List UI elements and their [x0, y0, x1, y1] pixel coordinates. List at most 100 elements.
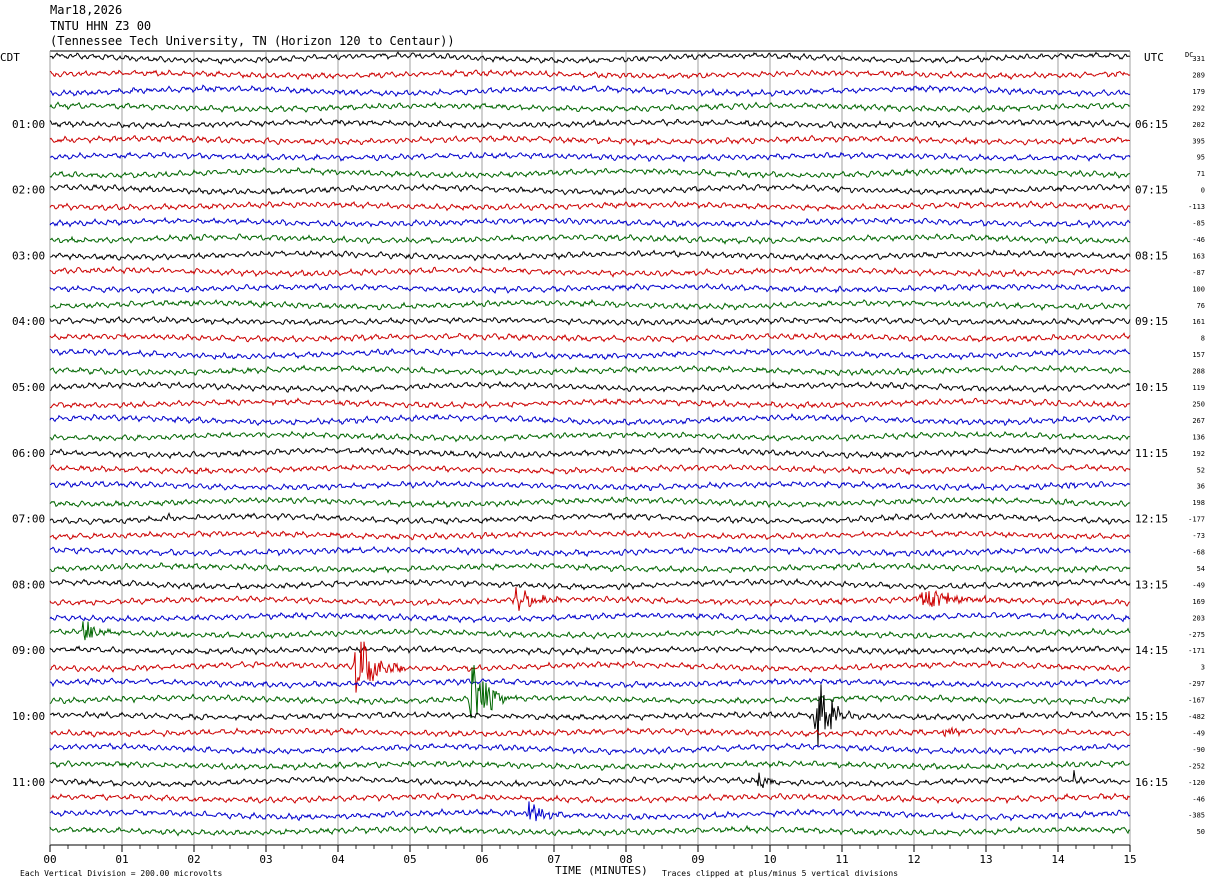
- seismic-trace: [49, 397, 1131, 410]
- seismic-trace: [49, 283, 1131, 295]
- dc-offset-label: -385: [1188, 812, 1205, 820]
- seismic-trace: [49, 611, 1131, 624]
- left-hour-label: 01:00: [12, 118, 45, 131]
- left-hour-label: 11:00: [12, 776, 45, 789]
- dc-offset-label: 203: [1192, 614, 1205, 622]
- dc-offset-label: 76: [1197, 302, 1205, 310]
- x-tick-label: 14: [1051, 853, 1065, 866]
- seismic-trace: [49, 249, 1131, 262]
- seismic-trace: [49, 430, 1131, 443]
- right-hour-label: 06:15: [1135, 118, 1168, 131]
- dc-offset-label: -87: [1192, 269, 1205, 277]
- seismic-trace: [49, 759, 1131, 772]
- seismic-trace: [49, 801, 1131, 822]
- right-hour-label: 12:15: [1135, 513, 1168, 526]
- dc-offset-label: 52: [1197, 466, 1205, 474]
- x-tick-label: 15: [1123, 853, 1136, 866]
- dc-offset-label: 157: [1192, 351, 1205, 359]
- seismic-trace: [49, 233, 1131, 245]
- axis-labels: CDT UTC DC TIME (MINUTES) Each Vertical …: [0, 51, 1205, 878]
- seismic-trace: [49, 134, 1130, 147]
- seismic-trace: [49, 463, 1131, 476]
- right-hour-label: 16:15: [1135, 776, 1168, 789]
- seismic-trace: [49, 824, 1131, 837]
- seismic-trace: [49, 216, 1131, 229]
- dc-offset-label: 292: [1192, 104, 1205, 112]
- dc-offset-label: 71: [1197, 170, 1205, 178]
- dc-offset-label: 179: [1192, 88, 1205, 96]
- x-tick-label: 13: [979, 853, 992, 866]
- seismic-trace: [49, 562, 1131, 574]
- right-hour-label: 15:15: [1135, 710, 1168, 723]
- dc-offset-label: 331: [1192, 55, 1205, 63]
- dc-offset-label: -46: [1192, 236, 1205, 244]
- dc-offset-label: 136: [1192, 433, 1205, 441]
- seismic-trace: [49, 545, 1131, 558]
- location-label: (Tennessee Tech University, TN (Horizon …: [50, 34, 455, 48]
- seismic-trace: [49, 684, 1131, 748]
- dc-offset-label: 267: [1192, 417, 1205, 425]
- dc-offset-label: 192: [1192, 450, 1205, 458]
- dc-offset-label: 202: [1192, 121, 1205, 129]
- dc-offset-label: 119: [1192, 384, 1205, 392]
- dc-offset-label: 288: [1192, 368, 1205, 376]
- x-tick-label: 01: [115, 853, 128, 866]
- dc-offset-label: 169: [1192, 598, 1205, 606]
- grid-lines: [49, 50, 1131, 852]
- x-tick-label: 00: [43, 853, 56, 866]
- left-hour-label: 04:00: [12, 315, 45, 328]
- seismic-trace: [49, 118, 1131, 130]
- right-hour-label: 09:15: [1135, 315, 1168, 328]
- dc-offset-label: 198: [1192, 499, 1205, 507]
- right-hour-label: 11:15: [1135, 447, 1168, 460]
- dc-offset-label: -113: [1188, 203, 1205, 211]
- x-tick-label: 06: [475, 853, 488, 866]
- seismic-trace: [49, 621, 1131, 641]
- dc-offset-label: -68: [1192, 549, 1205, 557]
- x-tick-label: 07: [547, 853, 560, 866]
- left-hour-label: 05:00: [12, 381, 45, 394]
- seismic-trace: [49, 84, 1131, 98]
- x-tick-label: 03: [259, 853, 272, 866]
- dc-offset-label: 395: [1192, 137, 1205, 145]
- x-axis-title: TIME (MINUTES): [555, 864, 648, 877]
- dc-offset-label: -120: [1188, 779, 1205, 787]
- seismic-trace: [49, 380, 1131, 393]
- dc-offset-label: -49: [1192, 581, 1205, 589]
- seismic-trace: [49, 511, 1131, 526]
- seismic-trace: [49, 645, 1131, 656]
- x-tick-label: 10: [763, 853, 776, 866]
- x-tick-label: 05: [403, 853, 416, 866]
- seismic-trace: [49, 446, 1131, 460]
- seismic-trace: [49, 677, 1131, 689]
- seismic-trace: [49, 577, 1131, 591]
- seismic-trace: [49, 529, 1131, 541]
- dc-offset-label: 50: [1197, 828, 1205, 836]
- dc-offset-label: -275: [1188, 631, 1205, 639]
- left-hour-label: 02:00: [12, 184, 45, 197]
- dc-offset-label: 161: [1192, 318, 1205, 326]
- dc-offset-label: 289: [1192, 71, 1205, 79]
- x-tick-label: 08: [619, 853, 632, 866]
- dc-offset-label: 3: [1201, 664, 1205, 672]
- seismic-trace: [49, 69, 1131, 81]
- dc-offset-label: -73: [1192, 532, 1205, 540]
- x-tick-label: 04: [331, 853, 345, 866]
- station-label: TNTU HHN Z3 00: [50, 19, 152, 33]
- left-hour-label: 08:00: [12, 578, 45, 591]
- seismic-trace: [49, 200, 1131, 212]
- left-hour-label: 10:00: [12, 710, 45, 723]
- dc-offset-label: 163: [1192, 252, 1205, 260]
- seismic-trace: [49, 347, 1131, 361]
- left-hour-label: 03:00: [12, 249, 45, 262]
- x-tick-label: 09: [691, 853, 704, 866]
- seismic-trace: [49, 315, 1131, 326]
- seismic-trace: [49, 151, 1131, 163]
- seismic-trace: [49, 101, 1131, 113]
- dc-offset-label: -297: [1188, 680, 1205, 688]
- seismic-trace: [49, 726, 1131, 738]
- left-timezone-label: CDT: [0, 51, 20, 64]
- x-tick-label: 11: [835, 853, 848, 866]
- dc-offset-label: 250: [1192, 400, 1205, 408]
